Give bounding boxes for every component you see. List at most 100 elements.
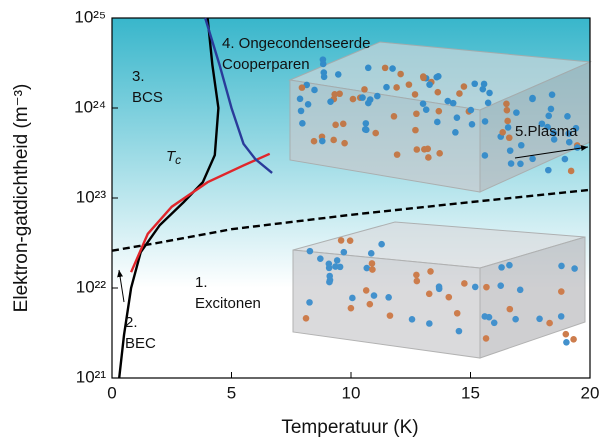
particle (483, 335, 490, 342)
particle (385, 294, 392, 301)
particle (397, 71, 404, 78)
particle (413, 272, 420, 279)
particle (558, 263, 565, 270)
particle (481, 313, 488, 320)
particle (369, 266, 376, 273)
x-tick-label: 15 (461, 383, 480, 402)
particle (482, 118, 489, 125)
particle (471, 80, 478, 87)
particle (363, 287, 370, 294)
particle (504, 118, 511, 125)
x-tick-label: 0 (107, 383, 116, 402)
y-tick-label: 10²² (76, 277, 107, 296)
particle (334, 257, 341, 264)
particle (365, 64, 372, 71)
particle (485, 100, 492, 107)
particle (563, 331, 570, 338)
particle (335, 71, 342, 78)
x-tick-label: 10 (342, 383, 361, 402)
particle (570, 336, 577, 343)
particle (454, 310, 461, 317)
particle (456, 328, 463, 335)
annotation: 2. (125, 314, 138, 331)
particle (469, 121, 476, 128)
particle (297, 96, 304, 103)
particle (369, 260, 376, 267)
particle (350, 96, 357, 103)
annotation: Excitonen (195, 295, 261, 312)
particle (311, 138, 318, 145)
particle (317, 255, 324, 262)
x-tick-label: 20 (581, 383, 600, 402)
annotation: BEC (125, 335, 156, 352)
particle (326, 265, 333, 272)
particle (383, 84, 390, 91)
particle (505, 124, 512, 131)
particle (549, 91, 556, 98)
particle (412, 91, 419, 98)
particle (409, 316, 416, 323)
particle (336, 90, 343, 97)
particle (486, 90, 493, 97)
particle (363, 265, 370, 272)
particle (461, 83, 468, 90)
y-tick-label: 10²¹ (76, 367, 107, 386)
annotation: Cooperparen (222, 56, 310, 73)
particle (321, 74, 328, 81)
y-axis-label: Elektron-gatdichtheid (m⁻³) (11, 84, 32, 313)
particle (389, 65, 396, 72)
particle (413, 110, 420, 117)
particle (349, 295, 356, 302)
particle (371, 292, 378, 299)
particle (512, 316, 519, 323)
particle (391, 113, 398, 120)
particle (506, 262, 513, 269)
particle (307, 248, 314, 255)
particle (558, 313, 565, 320)
particle (338, 237, 345, 244)
particle (491, 320, 498, 327)
particle (564, 113, 571, 120)
particle (348, 305, 355, 312)
particle (394, 151, 401, 158)
particle (327, 98, 334, 105)
particle (420, 100, 427, 107)
particle (330, 137, 337, 144)
particle (414, 278, 421, 285)
particle (341, 249, 348, 256)
particle (306, 299, 313, 306)
particle (427, 268, 434, 275)
particle (378, 241, 385, 248)
particle (558, 288, 565, 295)
annotation: 3. (132, 68, 145, 85)
particle (548, 106, 555, 113)
particle (305, 101, 312, 108)
particle (320, 61, 327, 68)
y-tick-label: 10²⁵ (74, 7, 106, 26)
particle (367, 301, 374, 308)
particle (347, 237, 354, 244)
particle (413, 146, 420, 153)
particle (311, 87, 318, 94)
particle (434, 89, 441, 96)
particle (444, 98, 451, 105)
x-axis-label: Temperatuur (K) (281, 417, 418, 438)
particle (482, 152, 489, 159)
particle (337, 264, 344, 271)
particle (568, 168, 575, 175)
particle (529, 96, 536, 103)
particle (434, 119, 441, 126)
particle (479, 86, 486, 93)
particle (420, 73, 427, 80)
particle (406, 81, 413, 88)
particle (517, 160, 524, 167)
particle (497, 282, 504, 289)
particle (387, 312, 394, 319)
x-tick-label: 5 (227, 383, 236, 402)
particle (563, 339, 570, 346)
particle (529, 156, 536, 163)
particle (374, 93, 381, 100)
annotation: 1. (195, 274, 208, 291)
y-tick-label: 10²³ (76, 187, 107, 206)
particle (299, 84, 306, 91)
